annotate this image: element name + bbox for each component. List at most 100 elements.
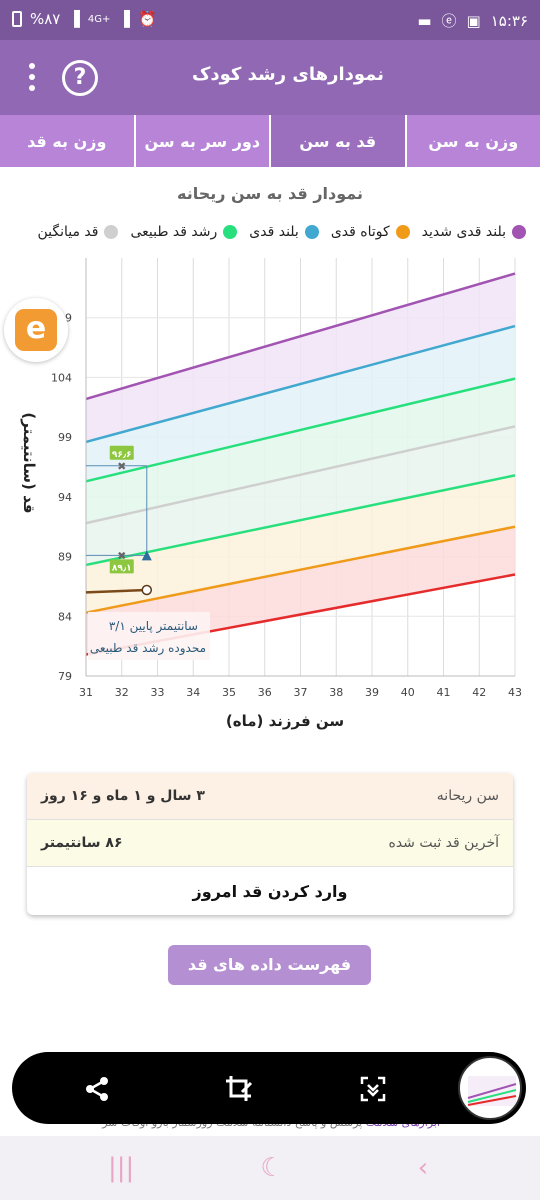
share-icon[interactable] xyxy=(82,1074,112,1104)
y-tick-label: 89 xyxy=(58,551,72,564)
x-tick-label: 38 xyxy=(329,686,343,699)
x-axis-label: سن فرزند (ماه) xyxy=(225,712,345,730)
range-triangle-marker xyxy=(141,550,152,561)
range-cross-marker: ✖ xyxy=(117,549,126,562)
legend-label: کوتاه قدی xyxy=(330,224,390,240)
legend-dot xyxy=(104,225,119,239)
x-tick-label: 39 xyxy=(365,686,379,699)
x-tick-label: 41 xyxy=(437,686,451,699)
chart-band xyxy=(86,378,515,524)
legend-item: بلند قدی شدید xyxy=(422,224,526,240)
x-tick-label: 42 xyxy=(472,686,486,699)
clock-time: ۱۵:۳۶ xyxy=(490,11,528,30)
info-card: سن ریحانه ۳ سال و ۱ ماه و ۱۶ روز آخرین ق… xyxy=(27,773,513,915)
range-high-label: ۹۶٫۶ xyxy=(112,450,132,460)
tab-height-age[interactable]: قد به سن xyxy=(269,115,405,167)
signal-icon: ▐ xyxy=(68,10,80,28)
moon-star-icon[interactable]: ☾ xyxy=(260,1153,284,1183)
legend-item: قد میانگین xyxy=(37,224,119,240)
battery-icon xyxy=(12,11,22,27)
legend-label: بلند قدی xyxy=(249,224,299,240)
legend-dot xyxy=(512,225,526,239)
height-data-list-button[interactable]: فهرست داده های قد ریحانه xyxy=(168,945,371,1014)
child-height-point xyxy=(141,584,153,596)
screenshot-toolbar xyxy=(12,1052,526,1124)
legend-dot xyxy=(304,225,319,239)
range-high-tag xyxy=(109,445,134,460)
range-cross-marker: ✖ xyxy=(117,460,126,473)
range-low-label: ۸۹٫۱ xyxy=(112,563,132,573)
x-tick-label: 35 xyxy=(222,686,236,699)
status-right: ▬ ⓔ ▣ ۱۵:۳۶ xyxy=(417,10,528,31)
chart-legend: بلند قدی شدید کوتاه قدی بلند قدی رشد قد … xyxy=(0,224,540,240)
x-tick-label: 40 xyxy=(401,686,415,699)
last-height-value: ۸۶ سانتیمتر xyxy=(41,835,123,851)
legend-item: رشد قد طبیعی xyxy=(130,224,238,240)
x-tick-label: 31 xyxy=(79,686,93,699)
series-line xyxy=(85,377,516,483)
help-icon[interactable]: ? xyxy=(62,60,98,96)
y-axis-label-box: قد (سانتیمتر) xyxy=(4,410,54,520)
x-tick-label: 36 xyxy=(258,686,272,699)
height-for-age-chart: 3132333435363738394041424379848994991041… xyxy=(51,258,522,699)
x-tick-label: 43 xyxy=(508,686,522,699)
alarm-icon: ⏰ xyxy=(137,10,157,28)
y-tick-label: 84 xyxy=(58,610,72,623)
age-row: سن ریحانه ۳ سال و ۱ ماه و ۱۶ روز xyxy=(27,773,513,820)
system-nav-bar: ||| ☾ ‹ xyxy=(0,1136,540,1200)
age-value: ۳ سال و ۱ ماه و ۱۶ روز xyxy=(41,788,205,804)
folder-icon: ▬ xyxy=(417,11,432,30)
overflow-menu-icon[interactable] xyxy=(22,60,42,96)
legend-dot xyxy=(395,225,410,239)
annotation-line1: ۳/۱ سانتیمتر پایین xyxy=(109,619,198,634)
annotation-box xyxy=(88,611,210,660)
tab-weight-age[interactable]: وزن به سن xyxy=(404,115,540,167)
scroll-capture-icon[interactable] xyxy=(358,1074,388,1104)
y-tick-label: 79 xyxy=(58,670,72,683)
age-label: سن ریحانه xyxy=(436,788,499,804)
floating-app-badge[interactable]: e xyxy=(4,298,68,362)
chart-band xyxy=(86,273,515,442)
series-line xyxy=(85,272,516,401)
screenshot-thumbnail[interactable] xyxy=(458,1056,522,1120)
annotation-line2: محدوده رشد قد طبیعی xyxy=(90,641,206,656)
status-bar: %۸۷ ▐ 4G+ ▐ ⏰ ▬ ⓔ ▣ ۱۵:۳۶ xyxy=(0,0,540,40)
y-tick-label: 104 xyxy=(51,371,72,384)
chart-title: نمودار قد به سن ریحانه xyxy=(177,184,363,203)
x-tick-label: 33 xyxy=(151,686,165,699)
y-tick-label: 99 xyxy=(58,431,72,444)
legend-dot xyxy=(223,225,238,239)
app-title: نمودارهای رشد کودک xyxy=(191,64,384,85)
chart-band xyxy=(86,326,515,482)
series-line xyxy=(85,474,516,567)
y-axis-label: قد (سانتیمتر) xyxy=(20,412,38,514)
last-height-row: آخرین قد ثبت شده ۸۶ سانتیمتر xyxy=(27,820,513,867)
tab-head-age[interactable]: دور سر به سن xyxy=(133,115,270,167)
x-tick-label: 37 xyxy=(294,686,308,699)
status-left: %۸۷ ▐ 4G+ ▐ ⏰ xyxy=(12,10,157,28)
last-height-label: آخرین قد ثبت شده xyxy=(388,835,500,851)
network-type: 4G+ xyxy=(87,13,111,25)
signal-icon-2: ▐ xyxy=(118,10,130,28)
chart-band xyxy=(86,475,515,613)
back-chevron-icon[interactable]: ‹ xyxy=(417,1153,429,1183)
x-tick-label: 32 xyxy=(115,686,129,699)
legend-label: قد میانگین xyxy=(37,224,99,240)
recent-apps-icon[interactable]: ||| xyxy=(108,1153,135,1183)
tab-bar: وزن به سن قد به سن دور سر به سن وزن به ق… xyxy=(0,115,540,167)
y-tick-label: 94 xyxy=(58,491,72,504)
series-line xyxy=(85,324,516,444)
app-bar: ? نمودارهای رشد کودک xyxy=(0,40,540,115)
child-height-line xyxy=(85,588,147,594)
crop-edit-icon[interactable] xyxy=(224,1074,254,1104)
enter-today-height-button[interactable]: وارد کردن قد امروز xyxy=(192,881,348,901)
image-icon: ▣ xyxy=(466,11,481,30)
legend-item: کوتاه قدی xyxy=(331,224,410,240)
chart-band xyxy=(86,426,515,565)
range-low-tag xyxy=(109,559,134,574)
legend-label: بلند قدی شدید xyxy=(421,224,506,240)
app-logo-icon: e xyxy=(15,309,57,351)
series-line xyxy=(85,525,516,614)
series-line xyxy=(85,425,516,525)
tab-weight-height[interactable]: وزن به قد xyxy=(27,131,107,151)
